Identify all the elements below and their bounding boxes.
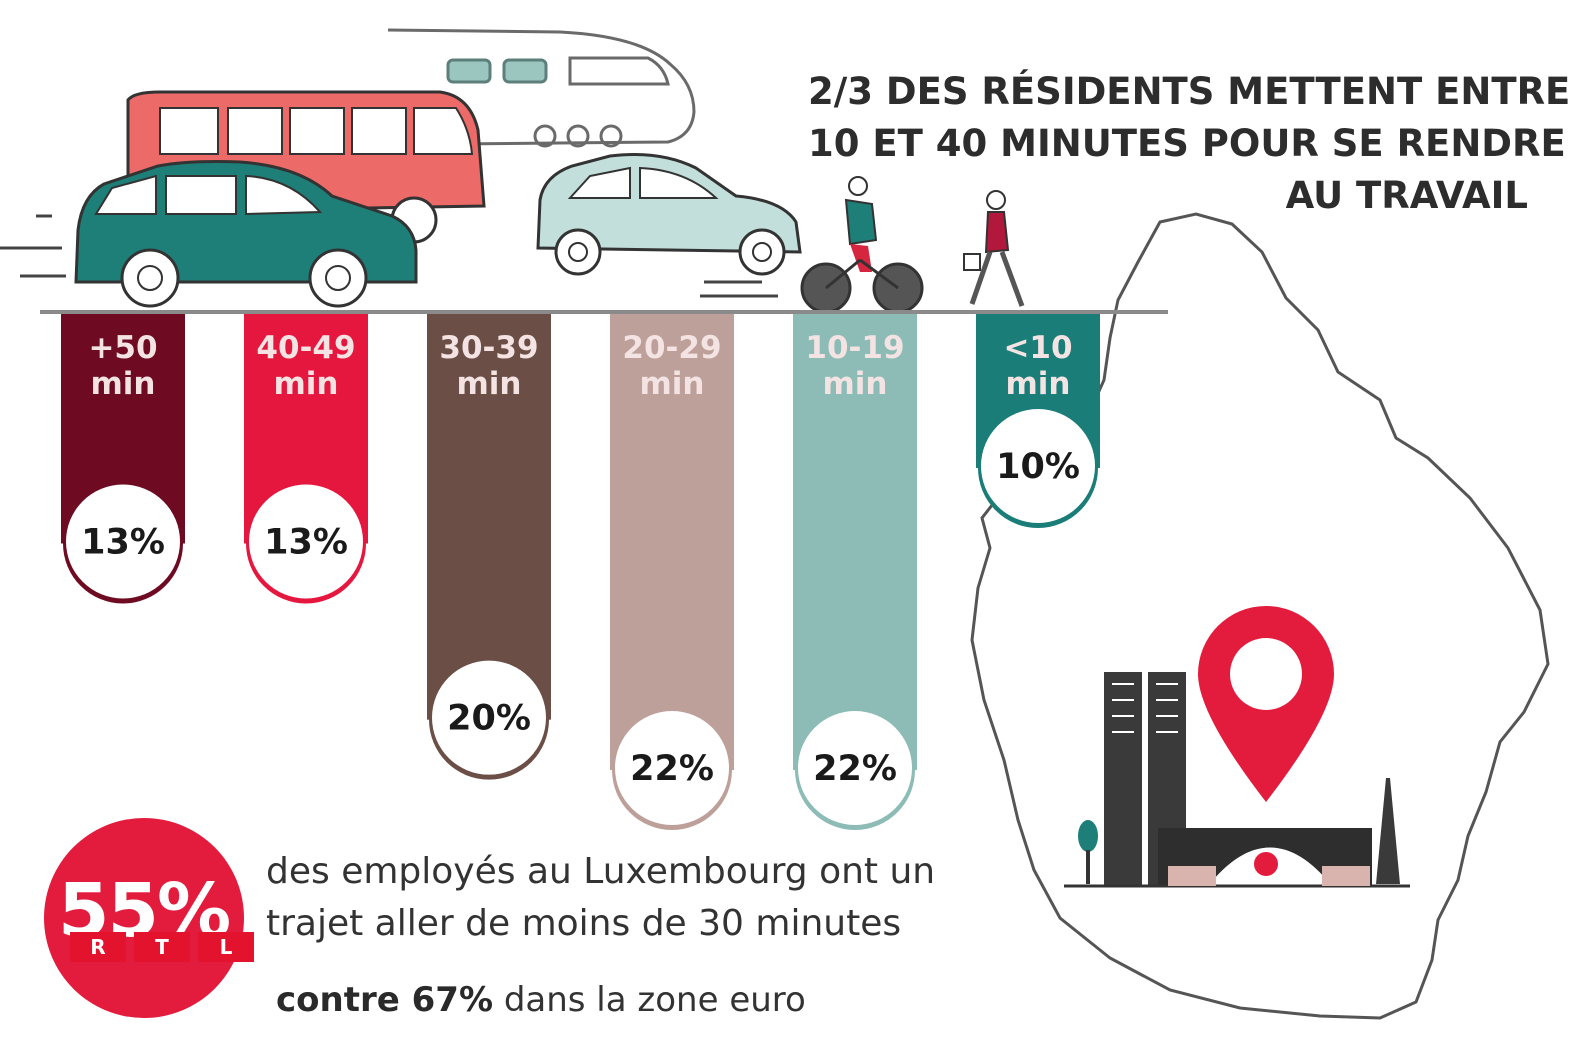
car-light-icon <box>536 153 802 276</box>
train-icon <box>387 28 696 148</box>
value-bubble-0 <box>66 484 180 599</box>
value-label-5: 10% <box>996 447 1080 487</box>
watermark-letter-t: T <box>134 932 190 962</box>
bar-4 <box>793 314 917 770</box>
value-label-1: 13% <box>264 523 348 563</box>
category-label-3: 20-29 min <box>622 330 722 402</box>
location-pin-icon <box>1198 606 1334 802</box>
cyclist-icon <box>800 176 924 314</box>
category-label-0: +50 min <box>88 330 158 402</box>
value-bubble-3 <box>615 711 729 825</box>
value-label-0: 13% <box>81 523 165 563</box>
summary-comparison-rest: dans la zone euro <box>493 980 806 1020</box>
watermark-letter-l: L <box>198 932 254 962</box>
summary-comparison: contre 67% dans la zone euro <box>276 980 806 1020</box>
car-teal-icon <box>74 160 418 308</box>
headline-line-2: 10 ET 40 MINUTES POUR SE RENDRE <box>808 122 1566 165</box>
category-label-1: 40-49 min <box>256 330 356 402</box>
headline-line-3: AU TRAVAIL <box>1285 174 1528 217</box>
summary-comparison-bold: contre 67% <box>276 980 494 1020</box>
value-bubble-4 <box>798 711 912 825</box>
category-label-4: 10-19 min <box>805 330 905 402</box>
rtl-watermark: R T L <box>70 932 260 962</box>
bar-3 <box>610 314 734 770</box>
value-bubble-2 <box>432 660 546 775</box>
value-label-3: 22% <box>630 749 714 789</box>
value-label-4: 22% <box>813 749 897 789</box>
value-label-2: 20% <box>447 699 531 739</box>
value-bubble-5 <box>981 409 1095 523</box>
headline: 2/3 DES RÉSIDENTS METTENT ENTRE 10 ET 40… <box>808 66 1571 222</box>
bar-2 <box>427 314 551 720</box>
summary-line-1: des employés au Luxembourg ont un <box>266 851 936 892</box>
speed-lines <box>0 214 778 298</box>
category-label-2: 30-39 min <box>439 330 539 402</box>
headline-line-1: 2/3 DES RÉSIDENTS METTENT ENTRE <box>808 70 1571 113</box>
watermark-letter-r: R <box>70 932 126 962</box>
value-bubble-1 <box>249 484 363 599</box>
category-label-5: <10 min <box>1003 330 1073 402</box>
summary-line-2: trajet aller de moins de 30 minutes <box>266 903 902 944</box>
summary-badge-circle <box>44 818 244 1018</box>
bars-layer: 13% 13% 20% 22% 22% 10% <box>61 314 1100 830</box>
pedestrian-icon <box>963 190 1025 307</box>
city-landmarks-icon <box>1064 672 1410 888</box>
